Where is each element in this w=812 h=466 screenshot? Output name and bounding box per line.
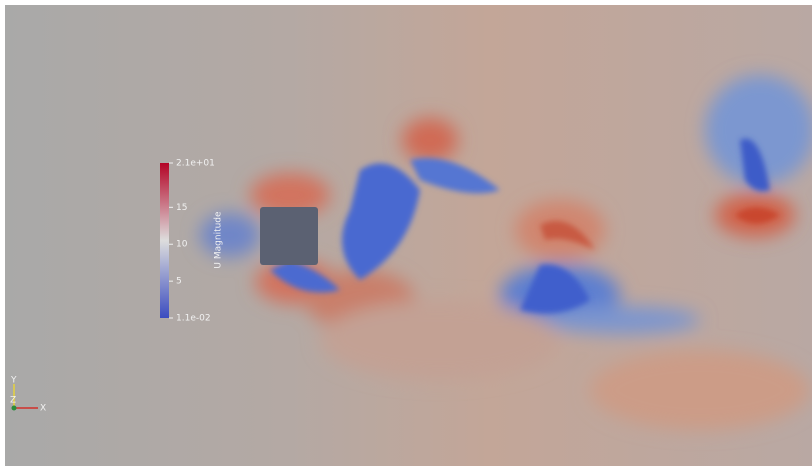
- z-axis-dot: [12, 406, 17, 411]
- tick-label: 2.1e+01: [176, 159, 215, 169]
- colorbar-title: U Magnitude: [214, 211, 224, 269]
- flow-field: [5, 5, 812, 466]
- page: U Magnitude 2.1e+01151051.1e-02 Y Z X ((…: [0, 0, 812, 466]
- tick-label: 15: [176, 203, 187, 213]
- tick-label: 1.1e-02: [176, 314, 211, 324]
- color-scale: [160, 163, 169, 318]
- x-axis-label: X: [40, 404, 46, 414]
- obstacle: [260, 207, 318, 265]
- tick-label: 10: [176, 240, 188, 250]
- render-view: U Magnitude 2.1e+01 15 10 5 1.1e-02 Y Z X: [0, 0, 812, 466]
- tick-label: 5: [176, 277, 182, 287]
- y-axis-label: Y: [10, 376, 17, 386]
- z-axis-label: Z: [10, 396, 16, 406]
